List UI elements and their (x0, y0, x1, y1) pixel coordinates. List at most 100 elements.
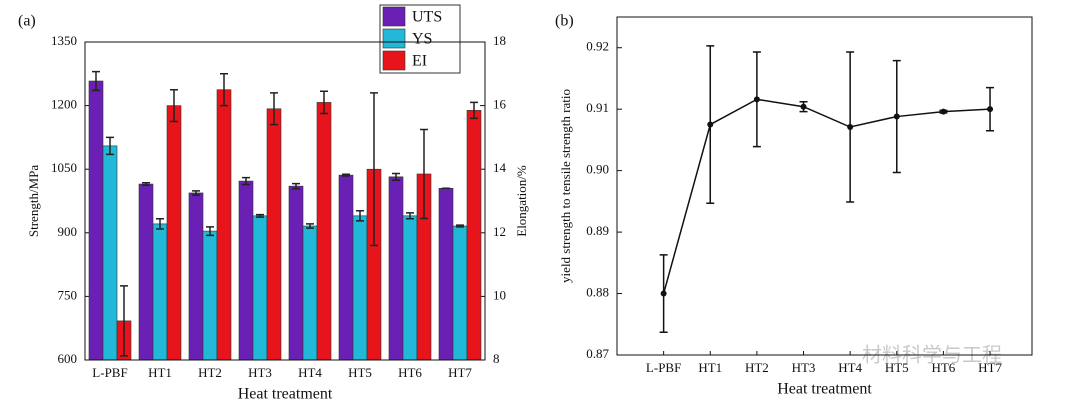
error-bar (342, 173, 350, 177)
x-tick-label: HT6 (931, 360, 955, 375)
error-bar (270, 92, 278, 126)
error-bar (370, 92, 378, 247)
y2-tick-label: 8 (493, 351, 500, 366)
x-tick-label: HT3 (792, 360, 816, 375)
bar (152, 223, 168, 361)
error-bar (356, 210, 364, 222)
error-bar (392, 172, 400, 181)
bar (202, 230, 218, 361)
bar (316, 102, 332, 361)
y-tick-label: 1050 (51, 160, 77, 175)
x-tick-label: HT5 (348, 365, 372, 380)
y2-tick-label: 16 (493, 97, 507, 112)
error-bar (206, 226, 214, 237)
y-tick-label: 0.88 (586, 285, 609, 300)
error-bar (170, 88, 178, 123)
x-tick-label: HT6 (398, 365, 422, 380)
x-tick-label: HT4 (838, 360, 862, 375)
y-tick-label: 1200 (51, 97, 77, 112)
x-tick-label: HT2 (745, 360, 769, 375)
y-tick-label: 600 (58, 351, 78, 366)
x-tick-label: HT7 (448, 365, 472, 380)
y2-tick-label: 18 (493, 33, 506, 48)
y-axis-title: yield strength to tensile strength ratio (558, 89, 573, 283)
bar (466, 110, 482, 361)
legend-swatch (382, 28, 406, 49)
error-bar (470, 101, 478, 120)
plot-frame (616, 16, 1033, 356)
error-bar (456, 224, 464, 228)
panel-label: (b) (555, 13, 574, 30)
x-tick-label: HT7 (978, 360, 1002, 375)
y-tick-label: 750 (58, 287, 78, 302)
y-tick-label: 0.90 (586, 162, 609, 177)
x-axis-title: Heat treatment (238, 386, 333, 403)
x-tick-label: HT5 (885, 360, 909, 375)
bar (166, 105, 182, 361)
error-bar (306, 223, 314, 229)
error-bar (192, 190, 200, 196)
bar (102, 145, 118, 361)
bar (388, 176, 404, 361)
y-tick-label: 1350 (51, 33, 77, 48)
y2-tick-label: 14 (493, 160, 507, 175)
legend-label: EI (412, 53, 427, 70)
bar (216, 89, 232, 361)
error-bar (142, 182, 150, 187)
bar (266, 108, 282, 361)
error-bar (220, 73, 228, 107)
y2-axis-title: Elongation/% (514, 165, 529, 237)
bar (338, 174, 354, 361)
y-axis-title: Strength/MPa (26, 165, 41, 237)
y-tick-label: 0.91 (586, 100, 609, 115)
bar (138, 183, 154, 361)
x-axis-title: Heat treatment (777, 381, 872, 398)
point (847, 124, 854, 131)
plot-frame (84, 41, 486, 361)
line (662, 98, 991, 294)
bar (88, 80, 104, 361)
bar (288, 185, 304, 361)
bar (238, 180, 254, 361)
y-tick-label: 900 (58, 224, 78, 239)
bar (402, 215, 418, 361)
point (800, 103, 807, 110)
bar (302, 225, 318, 361)
x-tick-label: HT4 (298, 365, 322, 380)
y2-tick-label: 12 (493, 224, 506, 239)
bar (252, 215, 268, 361)
error-bar (256, 213, 264, 218)
y-tick-label: 0.92 (586, 39, 609, 54)
legend-swatch (382, 50, 406, 71)
legend-label: UTS (412, 9, 442, 26)
y-tick-label: 0.89 (586, 223, 609, 238)
y-tick-label: 0.87 (586, 346, 609, 361)
x-tick-label: L-PBF (92, 365, 127, 380)
x-tick-label: HT1 (148, 365, 172, 380)
point (940, 108, 947, 115)
x-tick-label: L-PBF (646, 360, 681, 375)
x-tick-label: HT3 (248, 365, 272, 380)
x-tick-label: HT2 (198, 365, 222, 380)
error-bar (420, 128, 428, 220)
bar (438, 187, 454, 361)
x-tick-label: HT1 (698, 360, 722, 375)
error-bar (106, 136, 114, 156)
point (707, 121, 714, 128)
error-bar (156, 218, 164, 230)
error-bar (406, 212, 414, 220)
bar (452, 225, 468, 361)
y2-tick-label: 10 (493, 287, 506, 302)
bar (188, 192, 204, 361)
bar (352, 215, 368, 361)
point (660, 290, 667, 297)
point (987, 106, 994, 113)
panel-label: (a) (18, 13, 36, 30)
error-bar (92, 70, 100, 92)
error-bar (120, 285, 128, 357)
error-bar (292, 182, 300, 190)
legend-label: YS (412, 31, 432, 48)
point (753, 96, 760, 103)
legend-swatch (382, 6, 406, 27)
